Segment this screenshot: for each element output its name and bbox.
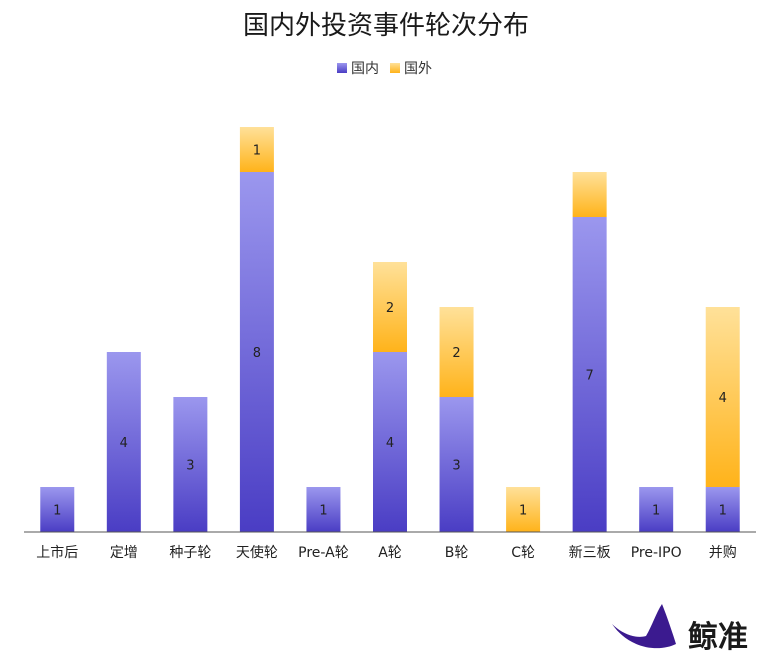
plot-area: 1 4 3 8 1 1 4 2 3 2 1 7 1 1 4 <box>40 127 740 532</box>
x-tick-label-7: C轮 <box>511 545 535 561</box>
bar-domestic-4 <box>306 487 341 532</box>
bar-foreign-6 <box>439 307 474 397</box>
data-label-domestic-9: 1 <box>652 504 660 519</box>
legend: 国内 国外 <box>337 61 432 77</box>
brand-name: 鲸准 <box>688 620 748 655</box>
x-tick-label-10: 并购 <box>709 545 737 561</box>
x-tick-label-2: 种子轮 <box>169 545 211 561</box>
bar-domestic-10 <box>705 487 740 532</box>
data-label-foreign-10: 4 <box>719 391 727 406</box>
data-label-foreign-7: 1 <box>519 504 527 519</box>
whale-logo-icon <box>612 604 676 649</box>
bar-domestic-9 <box>639 487 674 532</box>
legend-label-domestic: 国内 <box>351 61 379 77</box>
data-label-domestic-4: 1 <box>319 504 327 519</box>
bar-foreign-8 <box>572 172 607 217</box>
bar-domestic-8 <box>572 217 607 532</box>
data-label-domestic-3: 8 <box>253 346 261 361</box>
bar-foreign-7 <box>506 487 541 532</box>
x-tick-label-9: Pre-IPO <box>631 545 682 561</box>
x-axis-ticks: 上市后 定增 种子轮 天使轮 Pre-A轮 A轮 B轮 C轮 新三板 Pre-IPO 并购 <box>36 544 736 561</box>
data-label-domestic-2: 3 <box>186 459 194 474</box>
bar-domestic-0 <box>40 487 75 532</box>
legend-swatch-domestic <box>337 63 347 73</box>
x-tick-label-4: Pre-A轮 <box>298 545 349 561</box>
x-tick-label-0: 上市后 <box>36 544 78 561</box>
chart-title: 国内外投资事件轮次分布 <box>243 11 529 41</box>
x-tick-label-6: B轮 <box>445 545 469 561</box>
data-label-domestic-6: 3 <box>452 459 460 474</box>
bar-foreign-10 <box>705 307 740 487</box>
bar-foreign-3 <box>239 127 274 172</box>
legend-label-foreign: 国外 <box>404 61 432 77</box>
data-label-domestic-5: 4 <box>386 436 394 451</box>
bar-domestic-6 <box>439 397 474 532</box>
bar-foreign-5 <box>373 262 407 352</box>
data-label-foreign-3: 1 <box>253 144 261 159</box>
data-label-foreign-6: 2 <box>452 346 460 361</box>
x-tick-label-5: A轮 <box>378 545 402 561</box>
data-label-domestic-8: 7 <box>585 369 593 384</box>
brand-logo: 鲸准 <box>612 604 748 655</box>
x-tick-label-1: 定增 <box>110 545 138 561</box>
x-tick-label-3: 天使轮 <box>236 544 278 561</box>
x-tick-label-8: 新三板 <box>569 545 611 561</box>
data-label-foreign-5: 2 <box>386 301 394 316</box>
data-label-domestic-10: 1 <box>719 504 727 519</box>
bar-domestic-2 <box>173 397 208 532</box>
bar-domestic-5 <box>373 352 407 532</box>
bar-domestic-3 <box>239 172 274 532</box>
bar-domestic-1 <box>106 352 141 532</box>
data-label-domestic-0: 1 <box>53 504 61 519</box>
legend-swatch-foreign <box>390 63 400 73</box>
data-label-domestic-1: 4 <box>120 436 128 451</box>
